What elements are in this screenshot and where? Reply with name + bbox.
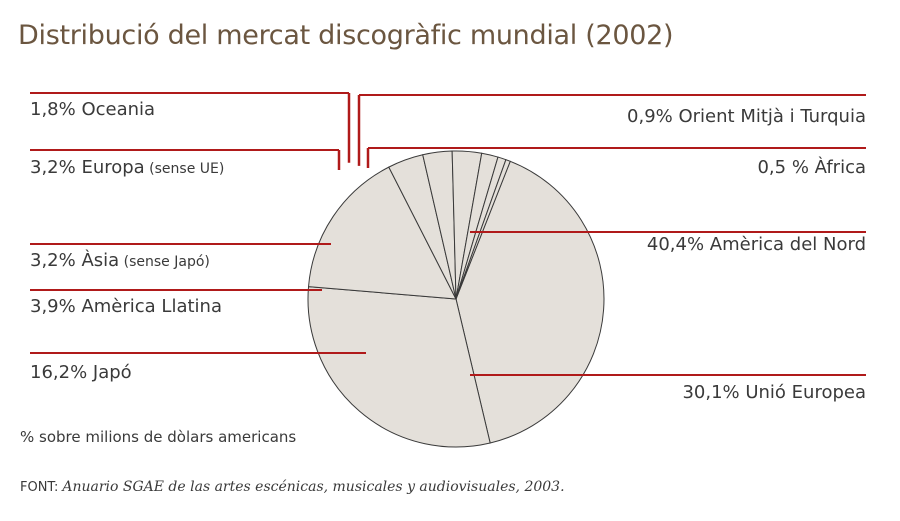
- slice-labels: 40,4% Amèrica del Nord 30,1% Unió Europea…: [30, 99, 866, 403]
- slice-label-6: 3,2% Europa (sense UE): [30, 157, 224, 178]
- slice-label-1: 40,4% Amèrica del Nord: [647, 234, 866, 255]
- slice-label-5: 3,2% Àsia (sense Japó): [30, 249, 210, 271]
- source-text: Anuario SGAE de las artes escénicas, mus…: [62, 479, 565, 495]
- pie-slices: [307, 150, 605, 448]
- pie-slice-9: [455, 159, 511, 300]
- source-label: FONT:: [20, 480, 59, 495]
- slice-label-3: 16,2% Japó: [30, 362, 132, 383]
- slice-label-7: 1,8% Oceania: [30, 99, 155, 120]
- leader-lines: [30, 92, 866, 376]
- pie-slice-2: [307, 286, 491, 448]
- chart-title: Distribució del mercat discogràfic mundi…: [18, 20, 674, 51]
- slice-label-4: 3,9% Amèrica Llatina: [30, 296, 222, 317]
- source-line: FONT: Anuario SGAE de las artes escénicas…: [20, 479, 565, 495]
- slice-label-2: 30,1% Unió Europea: [682, 382, 866, 403]
- slice-label-9: 0,5 % Àfrica: [757, 156, 866, 178]
- slice-label-8: 0,9% Orient Mitjà i Turquia: [627, 106, 866, 127]
- unit-note: % sobre milions de dòlars americans: [20, 428, 297, 446]
- pie-slice-3: [307, 166, 457, 300]
